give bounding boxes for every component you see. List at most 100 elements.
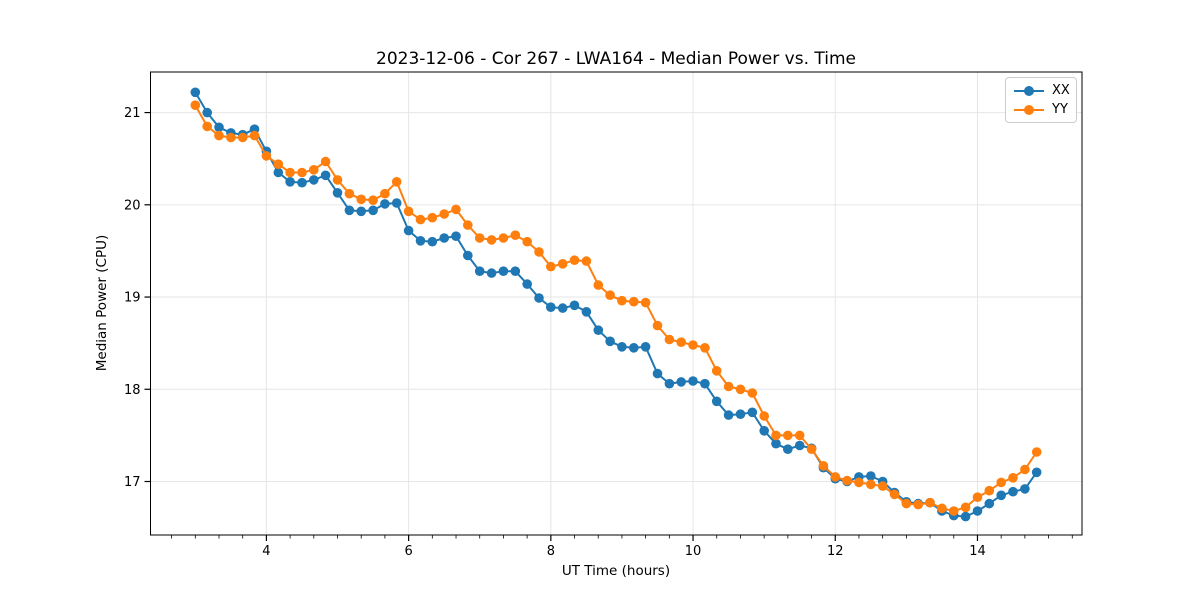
data-point-xx [202, 107, 212, 118]
x-axis-label: UT Time (hours) [562, 563, 670, 579]
data-point-yy [996, 477, 1006, 488]
data-point-xx [498, 266, 509, 277]
data-point-yy [984, 485, 995, 496]
data-point-yy [877, 481, 888, 491]
data-point-xx [581, 307, 592, 317]
data-point-xx [309, 175, 319, 185]
data-point-xx [664, 378, 675, 389]
data-point-xx [569, 300, 580, 311]
data-point-xx [652, 368, 663, 379]
data-point-xx [996, 490, 1006, 501]
data-point-yy [925, 497, 935, 508]
data-point-yy [652, 320, 663, 331]
data-point-yy [557, 259, 568, 269]
data-point-xx [759, 426, 769, 436]
data-point-xx [356, 206, 367, 217]
data-point-xx [344, 205, 355, 216]
data-point-xx [984, 498, 995, 509]
data-point-xx [688, 376, 698, 386]
data-point-yy [676, 337, 686, 348]
data-point-yy [889, 489, 900, 500]
data-point-xx [297, 177, 307, 188]
y-axis-label: Median Power (CPU) [94, 235, 110, 371]
data-point-xx [771, 438, 781, 449]
data-point-yy [640, 297, 651, 308]
y-tick-label: 18 [124, 383, 141, 398]
x-tick-label: 8 [547, 544, 555, 559]
x-tick-label: 12 [827, 544, 844, 559]
data-point-xx [960, 511, 971, 522]
legend-label-xx: XX [1052, 83, 1070, 98]
data-point-xx [676, 377, 686, 387]
data-point-xx [972, 506, 983, 516]
data-point-yy [806, 444, 817, 455]
data-point-yy [510, 230, 521, 240]
data-point-xx [557, 303, 568, 313]
data-point-yy [960, 502, 971, 513]
data-point-xx [783, 444, 793, 455]
data-point-yy [735, 384, 746, 395]
data-point-xx [1031, 467, 1042, 478]
data-point-yy [190, 100, 201, 110]
axes-layer: 4 6 8 10 12 14 17 18 19 20 21 [124, 71, 1083, 559]
data-point-xx [415, 236, 426, 246]
data-point-yy [818, 461, 829, 471]
data-point-yy [486, 235, 497, 245]
data-point-yy [332, 175, 343, 185]
data-point-yy [368, 195, 378, 205]
data-point-xx [285, 177, 295, 187]
data-point-xx [723, 410, 734, 420]
data-point-yy [320, 156, 331, 167]
data-point-yy [783, 430, 793, 441]
data-point-yy [391, 177, 402, 187]
data-point-yy [403, 206, 414, 217]
data-point-yy [830, 472, 841, 482]
data-point-yy [273, 159, 284, 169]
data-point-yy [297, 167, 307, 178]
data-point-yy [794, 430, 805, 441]
y-tick-label: 17 [124, 475, 141, 490]
data-point-yy [522, 236, 532, 247]
legend-item-xx: XX [1013, 83, 1070, 98]
x-tick-label: 4 [262, 544, 270, 559]
y-tick-label: 21 [124, 106, 141, 121]
data-point-yy [747, 388, 758, 398]
data-point-xx [439, 233, 450, 243]
data-point-xx [190, 87, 201, 98]
x-tick-label: 6 [404, 544, 412, 559]
data-point-yy [759, 411, 769, 421]
data-point-yy [866, 479, 876, 490]
data-point-yy [854, 477, 864, 488]
data-point-yy [629, 296, 639, 307]
legend: XX YY [1005, 77, 1077, 123]
data-point-yy [842, 475, 852, 486]
data-point-yy [711, 366, 722, 376]
data-point-yy [202, 121, 212, 132]
data-point-yy [474, 233, 485, 243]
data-point-xx [380, 199, 390, 209]
data-point-yy [1020, 464, 1030, 475]
data-point-xx [546, 302, 556, 313]
data-point-xx [700, 378, 710, 389]
data-point-xx [735, 409, 746, 420]
data-point-xx [747, 407, 758, 418]
data-point-yy [463, 220, 473, 230]
data-point-xx [1008, 486, 1018, 497]
data-point-yy [569, 255, 580, 265]
data-point-yy [249, 130, 260, 141]
data-point-yy [700, 343, 710, 353]
data-point-yy [344, 188, 355, 199]
data-point-xx [640, 342, 651, 352]
series-line-yy [194, 104, 1038, 512]
data-point-yy [617, 295, 627, 306]
data-point-yy [1008, 473, 1018, 483]
data-point-xx [486, 268, 497, 278]
data-point-yy [309, 165, 319, 175]
data-point-yy [451, 204, 461, 215]
data-point-yy [593, 280, 604, 290]
data-point-xx [629, 343, 639, 353]
data-point-xx [403, 225, 414, 236]
data-point-yy [226, 132, 236, 143]
data-point-xx [617, 342, 627, 352]
